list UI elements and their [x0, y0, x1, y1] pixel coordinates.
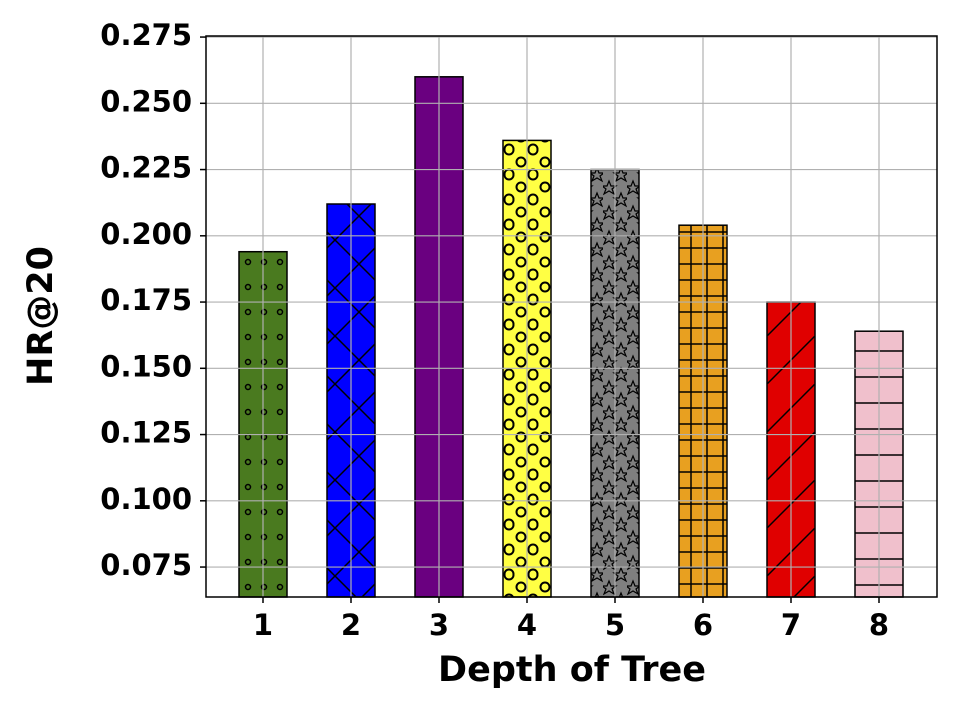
x-tick-label: 5 — [605, 608, 625, 642]
x-tick-label: 8 — [869, 608, 889, 642]
y-tick-label: 0.200 — [100, 217, 192, 251]
y-tick-label: 0.275 — [100, 18, 192, 52]
x-tick-label: 3 — [429, 608, 449, 642]
y-tick-label: 0.150 — [100, 349, 192, 383]
y-axis-label: HR@20 — [21, 246, 61, 386]
x-axis-label: Depth of Tree — [438, 650, 706, 690]
x-tick-label: 6 — [693, 608, 713, 642]
y-tick-label: 0.250 — [100, 84, 192, 118]
y-tick-label: 0.100 — [100, 482, 192, 516]
y-tick-label: 0.125 — [100, 416, 192, 450]
x-tick-label: 7 — [781, 608, 801, 642]
y-tick-label: 0.175 — [100, 283, 192, 317]
plot-frame — [205, 35, 938, 598]
x-tick-label: 1 — [253, 608, 273, 642]
x-tick-label: 4 — [517, 608, 537, 642]
x-tick-label: 2 — [341, 608, 361, 642]
y-tick-label: 0.075 — [100, 548, 192, 582]
y-tick-label: 0.225 — [100, 151, 192, 185]
